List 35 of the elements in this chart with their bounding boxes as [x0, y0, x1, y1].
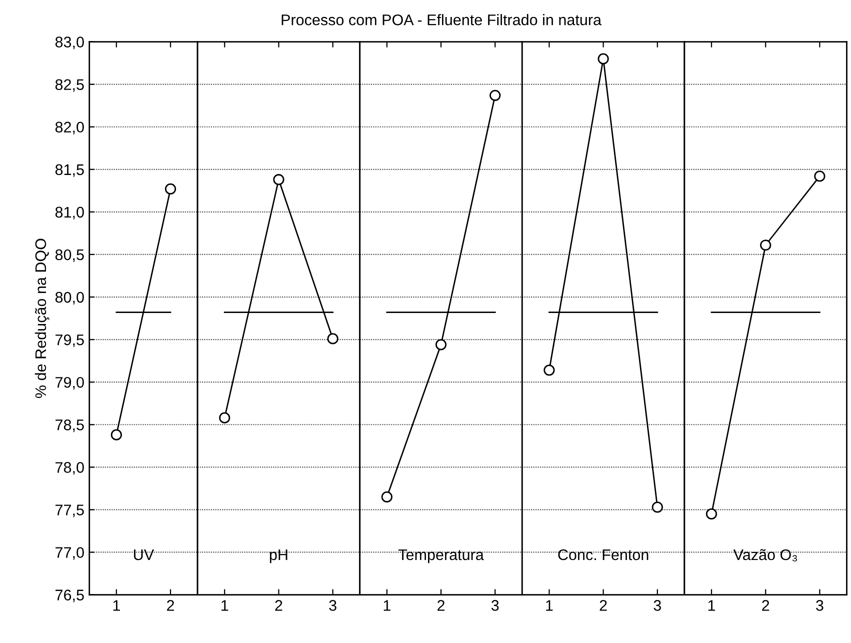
x-tick-label: 2 [167, 600, 174, 611]
y-tick-label: 82,5 [55, 79, 84, 92]
annotation: Temperatura [398, 550, 484, 564]
y-tick-label: 78,0 [56, 462, 84, 475]
x-tick-label: 2 [438, 600, 444, 611]
chart-title: Processo com POA - Efluente Filtrado in natura [282, 14, 602, 26]
annotation: Conc. Fenton [558, 549, 648, 560]
y-tick-label: 77,5 [56, 504, 84, 518]
x-tick-label: 1 [113, 600, 120, 611]
y-tick-label: 80,0 [55, 292, 84, 305]
y-tick-label: 80,5 [55, 249, 84, 262]
x-tick-label: 1 [708, 600, 715, 611]
x-tick-label: 1 [222, 600, 228, 611]
x-tick-label: 3 [816, 600, 824, 611]
annotation: pH [270, 550, 288, 564]
y-tick-label: 78,5 [56, 419, 84, 432]
y-tick-label: 82,0 [55, 122, 84, 134]
y-tick-label: 81,5 [55, 164, 84, 177]
x-tick-label: 3 [491, 600, 499, 611]
y-tick-label: 79,0 [56, 376, 84, 390]
y-tick-label: 79,5 [56, 334, 84, 348]
x-tick-label: 3 [654, 600, 661, 611]
x-tick-label: 1 [546, 600, 553, 611]
x-tick-label: 1 [384, 600, 390, 611]
y-axis-title: % de Redução na DQO [34, 238, 50, 398]
annotation: Vazão O₃ [733, 549, 797, 562]
y-tick-label: 77,0 [56, 547, 84, 560]
x-tick-label: 2 [600, 600, 607, 611]
x-tick-label: 2 [275, 600, 282, 611]
x-tick-label: 2 [762, 600, 770, 611]
x-tick-label: 3 [329, 600, 336, 611]
y-tick-label: 83,0 [55, 36, 84, 50]
y-tick-label: 81,0 [55, 206, 84, 220]
y-tick-label: 76,5 [56, 590, 84, 602]
annotation: UV [134, 550, 154, 560]
